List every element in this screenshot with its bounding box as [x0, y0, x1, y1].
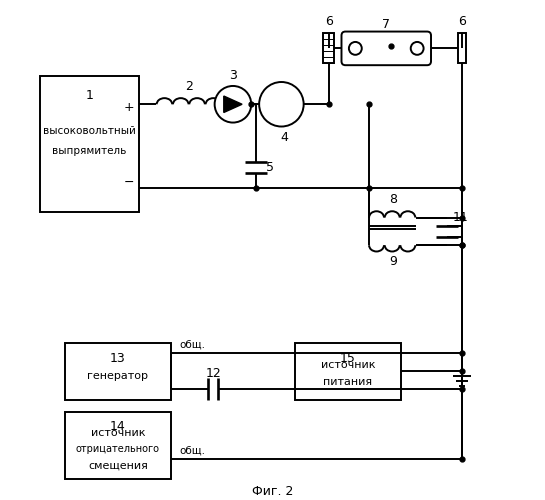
Text: отрицательного: отрицательного: [76, 444, 160, 454]
Bar: [40, 76, 139, 212]
Text: выпрямитель: выпрямитель: [52, 146, 126, 156]
Text: 1: 1: [86, 89, 93, 102]
Text: −: −: [124, 176, 134, 190]
Text: общ.: общ.: [179, 340, 205, 349]
Bar: [323, 32, 334, 63]
Bar: [458, 32, 466, 63]
Bar: [65, 342, 171, 400]
Circle shape: [259, 82, 304, 126]
Text: источник: источник: [90, 428, 145, 438]
Bar: [295, 342, 401, 400]
Text: источник: источник: [320, 360, 375, 370]
Text: Фиг. 2: Фиг. 2: [252, 484, 293, 498]
Circle shape: [215, 86, 251, 122]
Text: 15: 15: [340, 352, 356, 365]
Text: 4: 4: [280, 131, 288, 144]
Text: общ.: общ.: [179, 446, 205, 456]
Text: +: +: [123, 101, 134, 114]
Text: 6: 6: [325, 15, 333, 28]
Text: 7: 7: [382, 18, 390, 31]
Text: генератор: генератор: [87, 371, 148, 381]
Polygon shape: [224, 96, 242, 112]
Text: 3: 3: [229, 68, 237, 82]
Text: 6: 6: [458, 15, 466, 28]
Text: 13: 13: [110, 352, 126, 365]
Text: 11: 11: [453, 211, 469, 224]
Text: смещения: смещения: [88, 460, 148, 470]
Text: 2: 2: [185, 80, 193, 94]
Text: питания: питания: [323, 377, 372, 387]
Text: 5: 5: [265, 160, 274, 173]
Bar: [65, 412, 171, 478]
FancyBboxPatch shape: [342, 32, 431, 65]
Text: высоковольтный: высоковольтный: [43, 126, 136, 136]
Text: 9: 9: [389, 254, 397, 268]
Text: 14: 14: [110, 420, 126, 433]
Text: 12: 12: [205, 368, 221, 380]
Text: 8: 8: [389, 193, 397, 206]
